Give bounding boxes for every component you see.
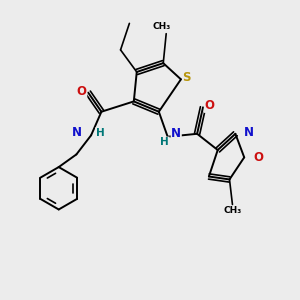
Text: O: O: [205, 99, 214, 112]
Text: H: H: [160, 137, 169, 147]
Text: O: O: [77, 85, 87, 98]
Text: S: S: [183, 71, 191, 84]
Text: O: O: [253, 151, 263, 164]
Text: CH₃: CH₃: [223, 206, 242, 215]
Text: CH₃: CH₃: [153, 22, 171, 31]
Text: N: N: [244, 126, 254, 139]
Text: N: N: [72, 126, 82, 139]
Text: N: N: [171, 127, 181, 140]
Text: H: H: [95, 128, 104, 138]
